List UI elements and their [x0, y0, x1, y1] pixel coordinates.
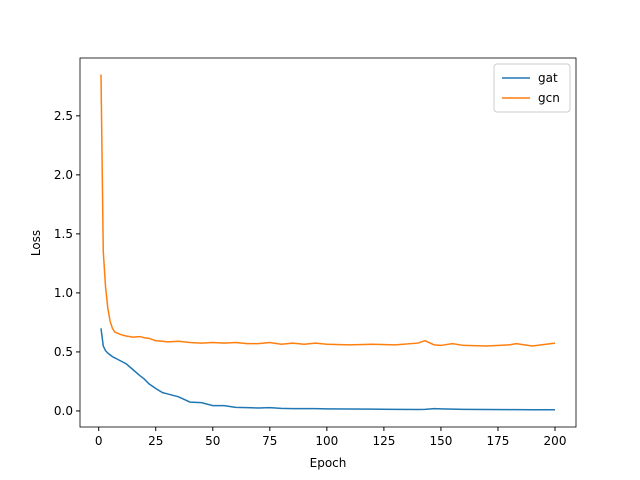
x-tick-label: 0 [95, 434, 103, 448]
series-line [100, 328, 556, 411]
y-tick-label: 1.5 [54, 227, 73, 241]
legend-label: gat [538, 71, 558, 85]
y-tick-label: 0.5 [54, 345, 73, 359]
x-tick-label: 150 [429, 434, 452, 448]
y-tick-label: 1.0 [54, 286, 73, 300]
legend-label: gcn [538, 91, 560, 105]
x-tick-label: 175 [487, 434, 510, 448]
x-tick-label: 200 [544, 434, 567, 448]
y-axis-label: Loss [29, 230, 43, 256]
y-tick-label: 2.5 [54, 109, 73, 123]
series-line [100, 74, 556, 347]
y-tick-label: 2.0 [54, 168, 73, 182]
x-tick-label: 125 [372, 434, 395, 448]
x-axis-label: Epoch [310, 456, 347, 470]
x-tick-label: 75 [262, 434, 277, 448]
x-tick-label: 100 [315, 434, 338, 448]
x-tick-label: 50 [205, 434, 220, 448]
plot-frame [79, 57, 577, 428]
x-tick-label: 25 [148, 434, 163, 448]
legend-box [493, 63, 571, 113]
y-tick-label: 0.0 [54, 404, 73, 418]
